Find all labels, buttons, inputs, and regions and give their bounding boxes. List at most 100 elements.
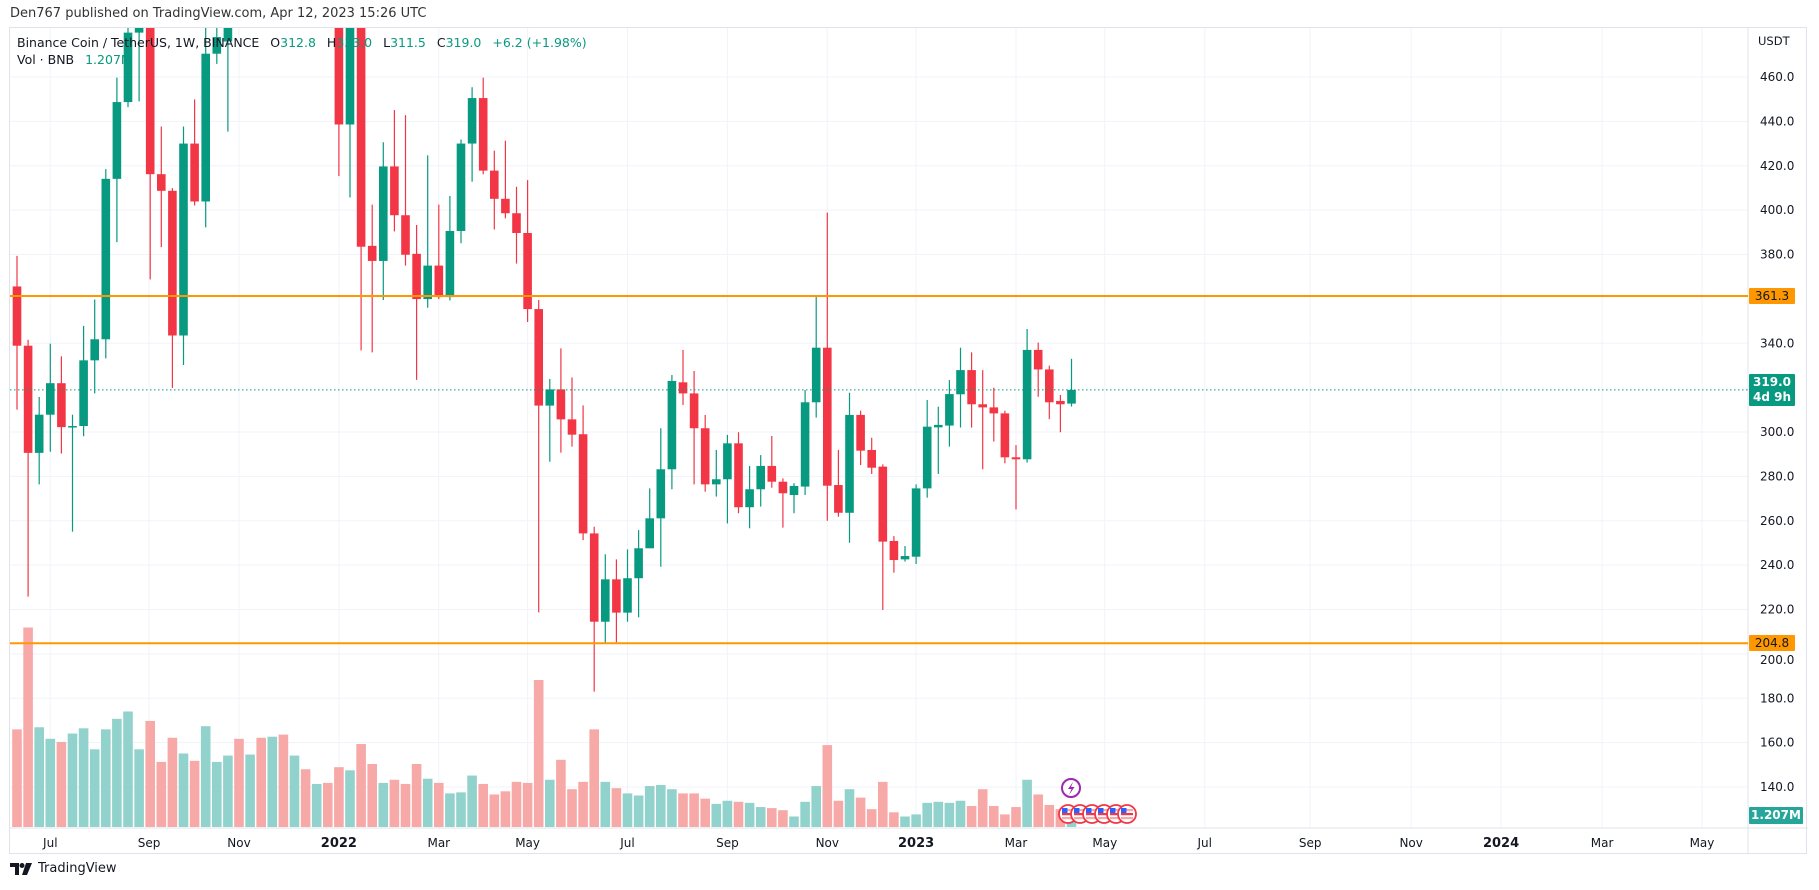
candle-body	[767, 465, 777, 482]
candle	[956, 347, 965, 428]
change-value: +6.2 (+1.98%)	[492, 35, 587, 50]
close-value: 319.0	[445, 35, 482, 50]
y-tick-label: 160.0	[1760, 736, 1794, 750]
volume-bar	[633, 795, 644, 827]
candle	[767, 436, 777, 488]
candle	[68, 414, 77, 532]
x-tick-label: Sep	[138, 836, 161, 850]
y-tick-label: 200.0	[1760, 653, 1794, 667]
volume-bar	[400, 783, 411, 827]
candle-body	[12, 286, 22, 346]
candle-body	[945, 394, 954, 426]
volume-bar	[667, 789, 677, 827]
candle	[201, 28, 210, 228]
candle-body	[678, 382, 688, 394]
candle	[390, 110, 399, 232]
candle	[656, 428, 666, 567]
candle	[800, 390, 810, 496]
candle	[456, 139, 466, 244]
candle	[856, 410, 865, 466]
candle	[90, 299, 99, 394]
volume-bar	[656, 785, 666, 827]
candle-body	[789, 485, 799, 496]
candle-body	[989, 407, 999, 414]
candle	[667, 374, 677, 490]
candle	[745, 465, 754, 529]
candle	[567, 377, 577, 447]
candle	[834, 449, 843, 517]
volume-bar	[356, 744, 366, 827]
candle-body	[934, 424, 943, 428]
footer: TradingView	[10, 861, 117, 876]
y-tick-label: 380.0	[1760, 248, 1794, 262]
x-tick-label: Nov	[816, 836, 839, 850]
x-tick-label: 2023	[898, 836, 934, 851]
flag-stripe	[1074, 817, 1086, 820]
candle	[789, 483, 799, 514]
volume-bar	[778, 810, 788, 827]
candle-body	[179, 143, 188, 336]
y-tick-label: 220.0	[1760, 603, 1794, 617]
volume-bar	[567, 789, 577, 827]
candle-body	[190, 143, 199, 202]
candle-body	[1000, 413, 1010, 458]
candle-body	[467, 98, 477, 144]
candle	[900, 546, 910, 562]
candle	[922, 400, 932, 498]
x-tick-label: May	[1092, 836, 1117, 850]
published-caption: Den767 published on TradingView.com, Apr…	[10, 6, 427, 21]
candle	[601, 554, 610, 644]
volume-bars	[12, 627, 1077, 827]
volume-bar	[345, 770, 355, 827]
footer-brand[interactable]: TradingView	[38, 861, 117, 876]
volume-bar	[467, 775, 477, 827]
volume-bar	[78, 728, 89, 827]
candle	[645, 488, 654, 549]
close-label: C	[436, 35, 446, 50]
volume-bar	[23, 627, 33, 827]
volume-bar	[889, 812, 899, 827]
candle-body	[567, 419, 577, 435]
candle-body	[700, 428, 710, 485]
time-axis-ticks: Jul Sep Nov 2022 Mar May Jul Sep Nov 2023 Mar May Ju…	[42, 836, 1714, 851]
candle-body	[1022, 349, 1032, 460]
y-tick-label: 140.0	[1760, 780, 1794, 794]
candle-body	[823, 347, 832, 486]
candle	[401, 115, 410, 266]
candle-body	[101, 178, 111, 340]
candle-body	[978, 404, 987, 408]
candle-body	[46, 383, 55, 415]
candle	[101, 169, 111, 359]
x-tick-label: 2022	[321, 836, 357, 851]
candle	[501, 140, 510, 219]
volume-bar	[311, 783, 322, 827]
flag-stripe	[1121, 809, 1133, 812]
y-tick-label: 260.0	[1760, 514, 1794, 528]
candle	[1022, 329, 1032, 463]
low-label: L	[383, 35, 391, 50]
candle-body	[778, 481, 788, 494]
volume-bar	[367, 764, 377, 827]
candle-body	[589, 533, 599, 622]
volume-bar	[922, 802, 932, 827]
candle-body	[734, 443, 743, 508]
candle-body	[878, 466, 888, 542]
candle-body	[390, 166, 399, 216]
candle	[367, 204, 377, 353]
volume-bar	[644, 786, 655, 827]
candle	[379, 142, 388, 300]
candle-body	[523, 232, 532, 310]
volume-bar	[800, 801, 810, 827]
tradingview-logo-icon	[10, 862, 32, 875]
flag-stripe	[1098, 813, 1110, 816]
x-tick-label: Jul	[619, 836, 634, 850]
volume-bar	[744, 802, 755, 827]
candle-body	[168, 190, 177, 336]
candle-body	[367, 245, 377, 261]
volume-bar	[989, 806, 999, 827]
candle-body	[911, 488, 921, 557]
candle-body	[556, 389, 566, 420]
candle	[467, 87, 477, 182]
open-label: O	[270, 35, 281, 50]
